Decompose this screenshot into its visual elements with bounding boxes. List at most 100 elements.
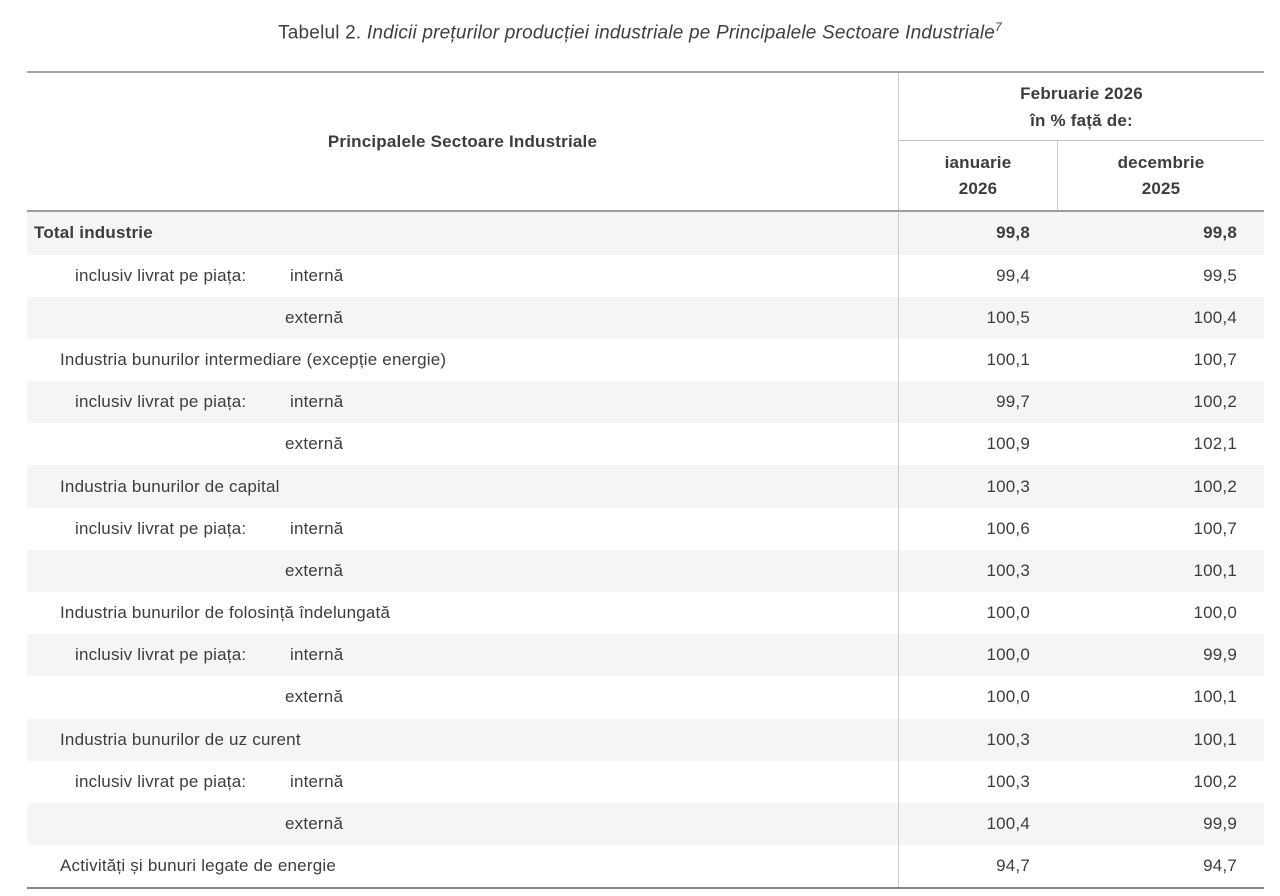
table-row: externă 100,0 100,1 bbox=[27, 676, 1264, 719]
value-january-2026: 100,0 bbox=[898, 634, 1057, 677]
january-header-line1: ianuarie bbox=[944, 152, 1012, 172]
value-december-2025: 99,9 bbox=[1203, 814, 1237, 834]
value-january-2026: 99,4 bbox=[898, 254, 1057, 297]
value-january-2026: 100,5 bbox=[898, 296, 1057, 339]
table-header: Principalele Sectoare Industriale Februa… bbox=[27, 73, 1264, 213]
market-prefix-label: inclusiv livrat pe piața: bbox=[75, 645, 247, 665]
table-row: Activități și bunuri legate de energie 94… bbox=[27, 845, 1264, 888]
table-row: inclusiv livrat pe piața: internă 100,0 99,… bbox=[27, 634, 1264, 677]
value-january-2026: 100,3 bbox=[898, 718, 1057, 761]
table-row: Industria bunurilor intermediare (excepț… bbox=[27, 338, 1264, 382]
value-january-2026: 100,0 bbox=[898, 592, 1057, 635]
value-december-2025: 100,1 bbox=[1193, 687, 1237, 707]
december-header-line2: 2025 bbox=[1141, 178, 1181, 198]
value-december-2025: 99,9 bbox=[1203, 645, 1237, 665]
period-header-line1: Februarie 2026 bbox=[1020, 83, 1143, 103]
sector-label-cell: inclusiv livrat pe piața: internă bbox=[27, 634, 898, 676]
sector-label: externă bbox=[285, 814, 344, 834]
sector-label: Activități și bunuri legate de energie bbox=[60, 856, 336, 876]
value-december-2025: 100,2 bbox=[1193, 392, 1237, 412]
sector-label-cell: inclusiv livrat pe piața: internă bbox=[27, 508, 898, 550]
december-header-line1: decembrie bbox=[1117, 152, 1205, 172]
table-row: inclusiv livrat pe piața: internă 99,7 100,… bbox=[27, 381, 1264, 424]
sector-label: internă bbox=[290, 771, 344, 791]
value-december-2025: 100,2 bbox=[1193, 771, 1237, 791]
column-header-january-2026: ianuarie 2026 bbox=[899, 141, 1057, 210]
column-header-sectors: Principalele Sectoare Industriale bbox=[327, 131, 598, 151]
table-row: inclusiv livrat pe piața: internă 100,3 100… bbox=[27, 760, 1264, 803]
sector-label-cell: Total industrie bbox=[27, 212, 898, 254]
value-january-2026: 100,1 bbox=[898, 338, 1057, 382]
sector-label: externă bbox=[285, 560, 344, 580]
sector-label-cell: Activități și bunuri legate de energie bbox=[27, 845, 898, 887]
table-row: inclusiv livrat pe piața: internă 100,6 100… bbox=[27, 507, 1264, 550]
value-january-2026: 100,4 bbox=[898, 802, 1057, 846]
table-row: externă 100,9 102,1 bbox=[27, 423, 1264, 466]
sector-label-cell: inclusiv livrat pe piața: internă bbox=[27, 255, 898, 297]
market-prefix-label: inclusiv livrat pe piața: bbox=[75, 518, 247, 538]
table-title-prefix: Tabelul 2. bbox=[278, 22, 367, 44]
column-header-period: Februarie 2026 în % față de: bbox=[899, 73, 1264, 142]
january-header-line2: 2026 bbox=[958, 178, 998, 198]
sector-label-cell: externă bbox=[27, 803, 898, 845]
period-header-line2: în % față de: bbox=[1030, 110, 1133, 130]
value-january-2026: 100,0 bbox=[898, 676, 1057, 719]
sector-label: Industria bunurilor intermediare (excepț… bbox=[60, 349, 447, 369]
sector-label: externă bbox=[285, 687, 344, 707]
value-january-2026: 100,9 bbox=[898, 423, 1057, 466]
table-title: Tabelul 2. Indicii prețurilor producției… bbox=[0, 0, 1280, 71]
market-prefix-label: inclusiv livrat pe piața: bbox=[75, 771, 247, 791]
sector-label: externă bbox=[285, 307, 344, 327]
sector-label-cell: Industria bunurilor intermediare (excepț… bbox=[27, 339, 898, 381]
table-body: Total industrie 99,8 99,8 inclusiv livrat p… bbox=[27, 212, 1264, 888]
sector-label-cell: Industria bunurilor de capital bbox=[27, 465, 898, 507]
sector-label-cell: Industria bunurilor de uz curent bbox=[27, 719, 898, 761]
sector-label: Total industrie bbox=[34, 223, 153, 243]
value-january-2026: 100,6 bbox=[898, 507, 1057, 550]
table-subheaders: ianuarie 2026 decembrie 2025 bbox=[899, 141, 1264, 211]
table-row: inclusiv livrat pe piața: internă 99,4 99,5 bbox=[27, 254, 1264, 297]
sector-label: Industria bunurilor de capital bbox=[60, 476, 280, 496]
sector-label-cell: inclusiv livrat pe piața: internă bbox=[27, 761, 898, 803]
value-january-2026: 100,3 bbox=[898, 465, 1057, 508]
price-index-table: Principalele Sectoare Industriale Februa… bbox=[27, 71, 1264, 890]
value-december-2025: 102,1 bbox=[1193, 434, 1237, 454]
sector-label: Industria bunurilor de folosință îndelun… bbox=[60, 603, 391, 623]
value-december-2025: 100,7 bbox=[1193, 349, 1237, 369]
value-january-2026: 99,7 bbox=[898, 381, 1057, 424]
table-row: Industria bunurilor de folosință îndelun… bbox=[27, 592, 1264, 635]
sector-label-cell: inclusiv livrat pe piața: internă bbox=[27, 381, 898, 423]
table-row: externă 100,5 100,4 bbox=[27, 296, 1264, 339]
table-row: externă 100,4 99,9 bbox=[27, 802, 1264, 846]
value-january-2026: 100,3 bbox=[898, 549, 1057, 593]
column-header-december-2025: decembrie 2025 bbox=[1057, 141, 1264, 211]
table-row: Total industrie 99,8 99,8 bbox=[27, 212, 1264, 255]
sector-label: internă bbox=[290, 265, 344, 285]
value-december-2025: 99,8 bbox=[1203, 223, 1237, 243]
table-header-period-group: Februarie 2026 în % față de: ianuarie 20… bbox=[898, 73, 1264, 211]
sector-label: externă bbox=[285, 434, 344, 454]
value-december-2025: 100,4 bbox=[1193, 307, 1237, 327]
sector-label-cell: externă bbox=[27, 676, 898, 718]
market-prefix-label: inclusiv livrat pe piața: bbox=[75, 392, 247, 412]
sector-label-cell: externă bbox=[27, 297, 898, 339]
value-december-2025: 94,7 bbox=[1203, 856, 1237, 876]
value-december-2025: 100,0 bbox=[1193, 603, 1237, 623]
sector-label: internă bbox=[290, 645, 344, 665]
sector-label: internă bbox=[290, 518, 344, 538]
sector-label-cell: externă bbox=[27, 423, 898, 465]
value-december-2025: 100,1 bbox=[1193, 560, 1237, 580]
value-january-2026: 94,7 bbox=[898, 845, 1057, 888]
value-january-2026: 99,8 bbox=[898, 212, 1057, 255]
value-january-2026: 100,3 bbox=[898, 760, 1057, 803]
value-december-2025: 99,5 bbox=[1203, 265, 1237, 285]
table-row: externă 100,3 100,1 bbox=[27, 549, 1264, 593]
value-december-2025: 100,2 bbox=[1193, 476, 1237, 496]
table-row: Industria bunurilor de uz curent 100,3 100… bbox=[27, 718, 1264, 761]
table-title-main: Indicii prețurilor producției industrial… bbox=[366, 22, 996, 44]
sector-label: internă bbox=[290, 392, 344, 412]
footnote-reference: 7 bbox=[995, 20, 1002, 34]
sector-label: Industria bunurilor de uz curent bbox=[60, 729, 301, 749]
table-row: Industria bunurilor de capital 100,3 100,2 bbox=[27, 465, 1264, 508]
